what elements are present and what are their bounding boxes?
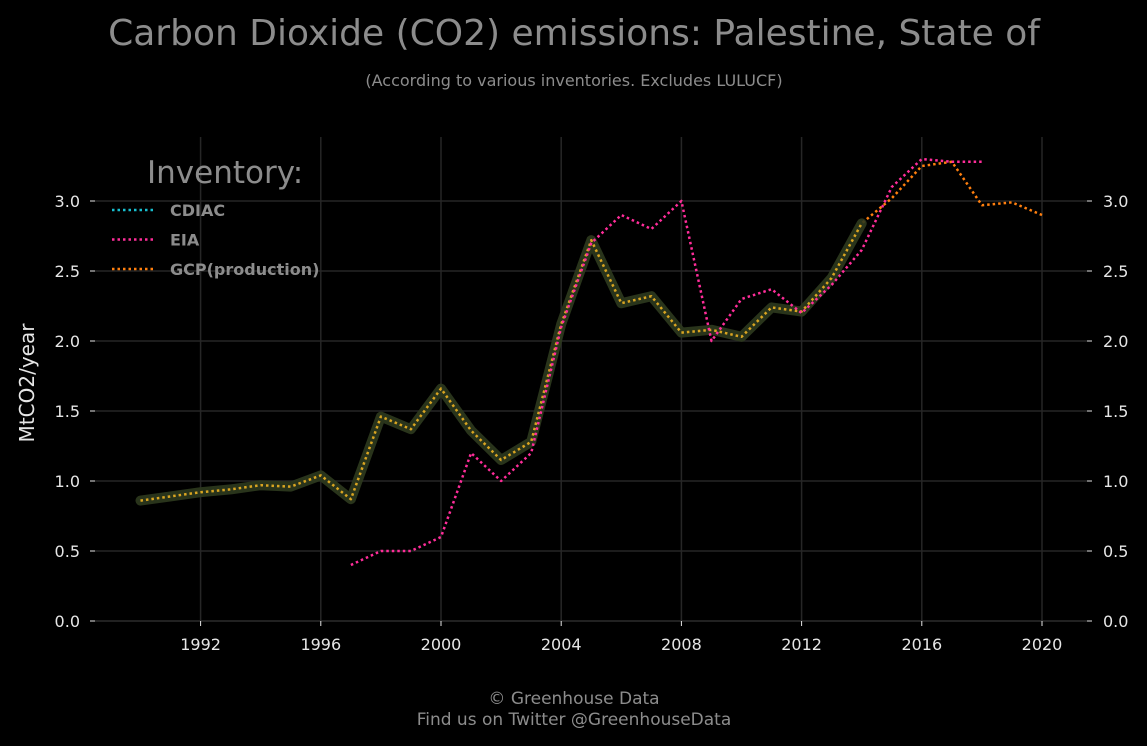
y-axis-label: MtCO2/year (15, 323, 39, 443)
y-tick-label-right-0.0: 0.0 (1103, 612, 1128, 631)
y-axis-ticks-right: 0.0 0.5 1.0 1.5 2.0 2.5 3.0 (1087, 192, 1128, 631)
series-layer (135, 157, 1043, 567)
y-tick-label-left-3.0: 3.0 (55, 192, 80, 211)
x-tick-label-1996: 1996 (300, 635, 341, 654)
y-tick-label-right-1.5: 1.5 (1103, 402, 1128, 421)
legend-items: CDIAC EIA GCP(production) (112, 201, 319, 279)
x-tick-label-1992: 1992 (180, 635, 221, 654)
footer-twitter: Find us on Twitter @GreenhouseData (417, 710, 732, 730)
y-tick-label-right-2.5: 2.5 (1103, 262, 1128, 281)
y-tick-label-left-0.0: 0.0 (55, 612, 80, 631)
x-tick-label-2008: 2008 (661, 635, 702, 654)
y-tick-label-left-0.5: 0.5 (55, 542, 80, 561)
legend: Inventory: CDIAC EIA GCP(production) (112, 155, 319, 279)
x-tick-label-2016: 2016 (901, 635, 942, 654)
y-tick-label-left-2.0: 2.0 (55, 332, 80, 351)
y-tick-label-right-0.5: 0.5 (1103, 542, 1128, 561)
footer-copyright: © Greenhouse Data (488, 689, 659, 709)
legend-label-gcp-production: GCP(production) (170, 260, 319, 279)
chart-subtitle: (According to various inventories. Exclu… (365, 71, 782, 90)
x-tick-label-2020: 2020 (1022, 635, 1063, 654)
x-tick-label-2000: 2000 (421, 635, 462, 654)
grid (95, 137, 1087, 622)
series-line-cdiac (140, 222, 863, 502)
x-tick-label-2004: 2004 (541, 635, 582, 654)
y-tick-label-left-1.5: 1.5 (55, 402, 80, 421)
chart-title: Carbon Dioxide (CO2) emissions: Palestin… (108, 13, 1041, 54)
y-axis-ticks-left: 0.0 0.5 1.0 1.5 2.0 2.5 3.0 (55, 192, 95, 631)
y-tick-label-left-2.5: 2.5 (55, 262, 80, 281)
y-tick-label-right-2.0: 2.0 (1103, 332, 1128, 351)
legend-title: Inventory: (147, 155, 303, 191)
y-tick-label-right-1.0: 1.0 (1103, 472, 1128, 491)
x-axis-ticks: 1992 1996 2000 2004 2008 2012 2016 2020 (180, 621, 1062, 654)
y-tick-label-left-1.0: 1.0 (55, 472, 80, 491)
legend-label-eia: EIA (170, 231, 200, 250)
legend-label-cdiac: CDIAC (170, 201, 225, 220)
series-line-gcp-production (140, 160, 1043, 502)
x-tick-label-2012: 2012 (781, 635, 822, 654)
y-tick-label-right-3.0: 3.0 (1103, 192, 1128, 211)
series-line-eia (350, 157, 982, 567)
